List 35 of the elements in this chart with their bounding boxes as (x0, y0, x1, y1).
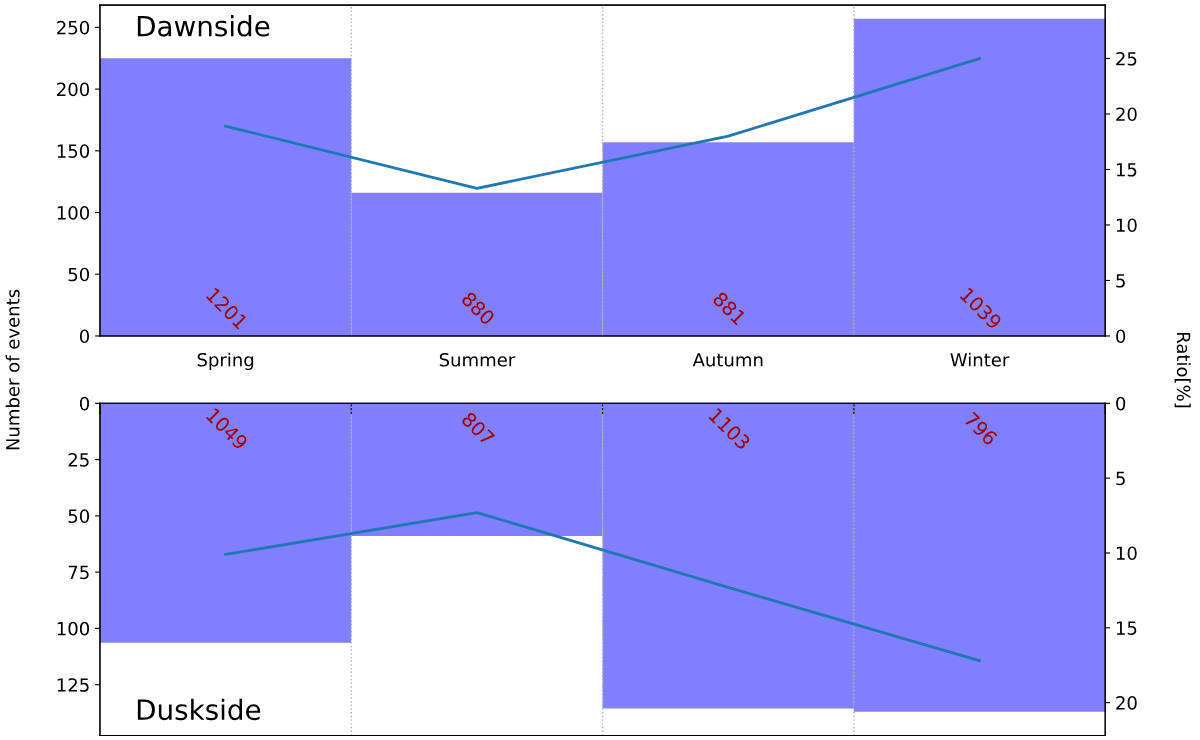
y2-tick-label: 20 (1116, 696, 1137, 710)
y2-axis-title: Ratio[%] (1174, 332, 1191, 408)
x-tick-label: Summer (439, 352, 516, 367)
y-tick-label: 50 (68, 267, 90, 282)
y2-tick-label: 5 (1116, 274, 1125, 288)
y-tick-label: 100 (57, 621, 90, 636)
x-tick-label: Winter (950, 352, 1010, 367)
x-tick-label: Autumn (692, 353, 763, 367)
annotation: 796 (963, 411, 999, 447)
text: Duskside (137, 698, 261, 721)
y-tick-label: 100 (57, 205, 90, 220)
y2-tick-label: 15 (1116, 621, 1137, 635)
y2-tick-label: 0 (1116, 329, 1126, 344)
y2-tick-label: 10 (1116, 546, 1137, 561)
y-tick-label: 200 (57, 82, 90, 97)
y-tick-label: 150 (57, 144, 90, 158)
x-tick-label: Spring (197, 352, 254, 371)
y2-tick-label: 15 (1116, 163, 1137, 177)
y-tick-label: 0 (79, 329, 90, 344)
annotation: 807 (460, 411, 496, 446)
y-tick-label: 25 (68, 453, 89, 467)
annotation: 881 (712, 290, 747, 326)
y2-tick-label: 20 (1116, 107, 1137, 122)
y-tick-label: 50 (68, 509, 90, 523)
y2-tick-label: 0 (1116, 396, 1126, 411)
y-tick-label: 125 (57, 678, 89, 692)
y2-tick-label: 5 (1116, 471, 1125, 486)
chart-title: Dawnside (137, 15, 270, 37)
annotation: 880 (460, 290, 496, 326)
y-tick-label: 0 (79, 396, 90, 411)
y-tick-label: 75 (68, 565, 89, 580)
y2-tick-label: 25 (1116, 51, 1137, 66)
y-axis-title: Number of events (5, 289, 20, 450)
y2-tick-label: 10 (1116, 218, 1137, 233)
y-tick-label: 250 (57, 20, 90, 35)
